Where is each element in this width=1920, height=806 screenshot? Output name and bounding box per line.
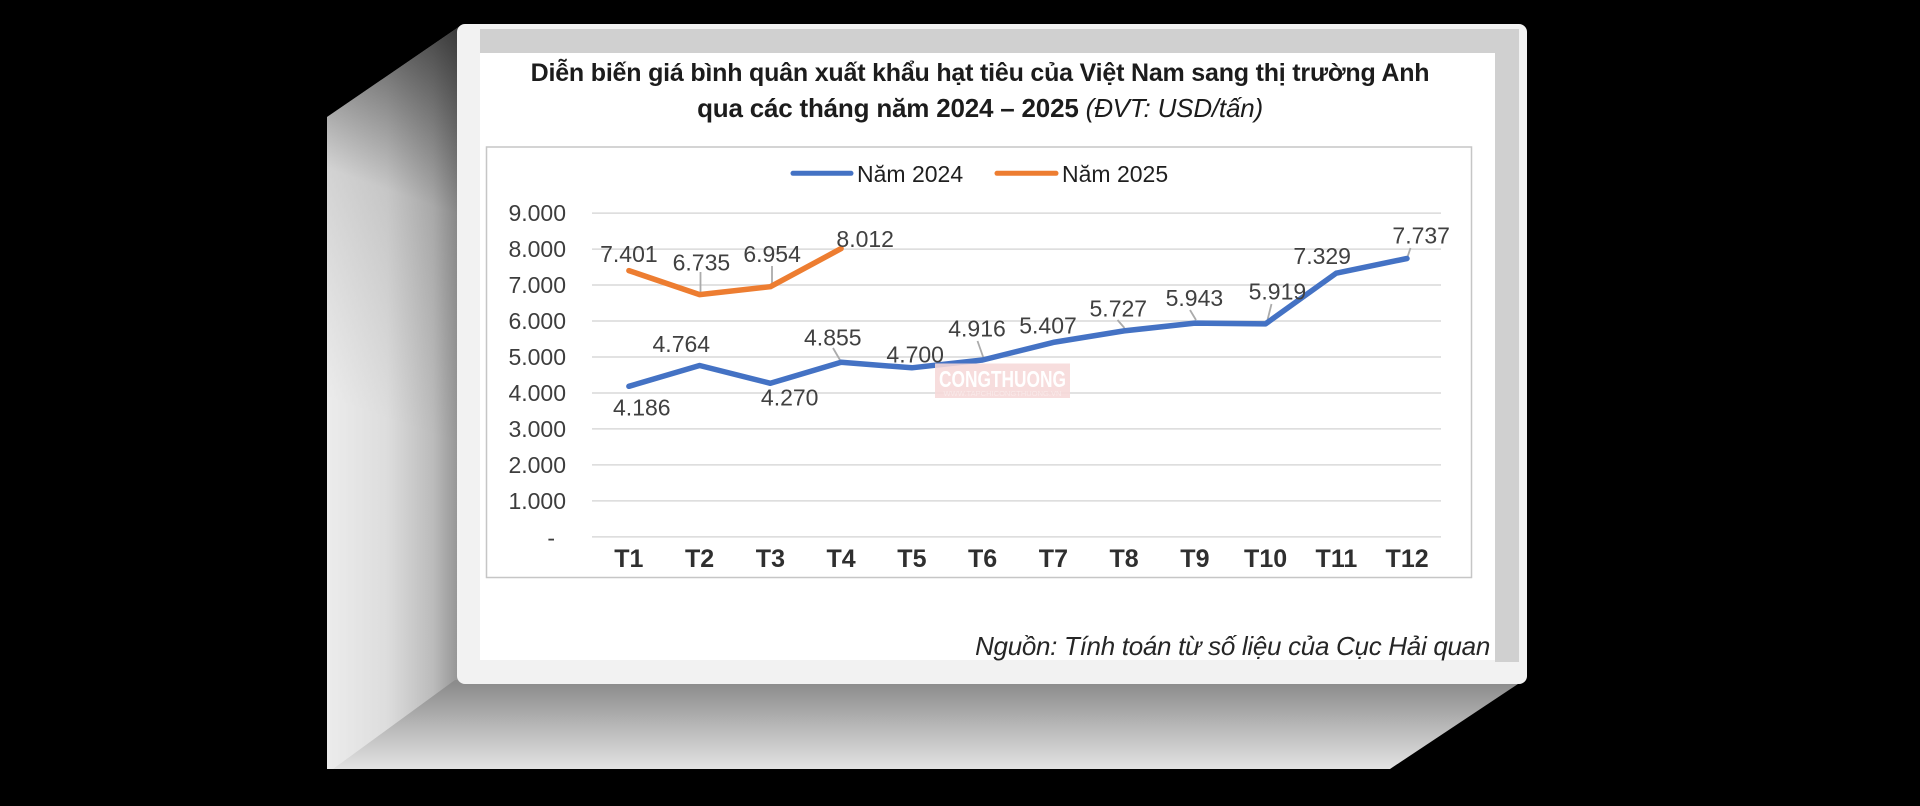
svg-text:5.919: 5.919 (1249, 278, 1307, 304)
svg-text:4.000: 4.000 (508, 380, 566, 406)
svg-text:9.000: 9.000 (508, 200, 566, 226)
svg-text:5.727: 5.727 (1090, 295, 1148, 321)
svg-text:5.000: 5.000 (508, 344, 566, 370)
svg-text:7.401: 7.401 (600, 241, 658, 267)
svg-text:Năm 2024: Năm 2024 (857, 161, 963, 187)
svg-text:7.000: 7.000 (508, 272, 566, 298)
svg-text:T7: T7 (1039, 545, 1068, 573)
svg-text:4.916: 4.916 (948, 316, 1006, 342)
svg-text:5.943: 5.943 (1166, 285, 1224, 311)
svg-text:7.737: 7.737 (1392, 223, 1450, 249)
svg-text:T11: T11 (1316, 545, 1358, 573)
svg-text:Năm 2025: Năm 2025 (1062, 161, 1168, 187)
svg-text:4.855: 4.855 (804, 324, 862, 350)
svg-text:4.700: 4.700 (886, 342, 944, 368)
svg-text:T8: T8 (1110, 545, 1139, 573)
svg-text:4.186: 4.186 (613, 395, 671, 421)
svg-text:WWW.TAPCHICONGTHUONG.VN: WWW.TAPCHICONGTHUONG.VN (944, 389, 1062, 398)
svg-text:T5: T5 (897, 545, 926, 573)
svg-text:6.000: 6.000 (508, 308, 566, 334)
svg-text:1.000: 1.000 (508, 488, 566, 514)
svg-text:8.000: 8.000 (508, 236, 566, 262)
svg-text:7.329: 7.329 (1293, 243, 1351, 269)
svg-text:8.012: 8.012 (836, 226, 894, 252)
svg-text:3.000: 3.000 (508, 416, 566, 442)
svg-text:6.954: 6.954 (743, 241, 801, 267)
svg-text:T1: T1 (614, 545, 643, 573)
svg-text:6.735: 6.735 (673, 250, 731, 276)
svg-text:4.764: 4.764 (653, 331, 711, 357)
svg-text:-: - (547, 525, 555, 551)
svg-text:T4: T4 (827, 545, 856, 573)
svg-text:4.270: 4.270 (761, 385, 819, 411)
svg-text:T2: T2 (685, 545, 714, 573)
svg-text:T6: T6 (968, 545, 997, 573)
svg-text:2.000: 2.000 (508, 452, 566, 478)
svg-text:T3: T3 (756, 545, 785, 573)
svg-text:5.407: 5.407 (1019, 312, 1077, 338)
svg-text:CONGTHUONG: CONGTHUONG (939, 366, 1066, 392)
svg-text:T10: T10 (1244, 545, 1287, 573)
svg-text:T9: T9 (1180, 545, 1209, 573)
svg-text:T12: T12 (1386, 545, 1429, 573)
